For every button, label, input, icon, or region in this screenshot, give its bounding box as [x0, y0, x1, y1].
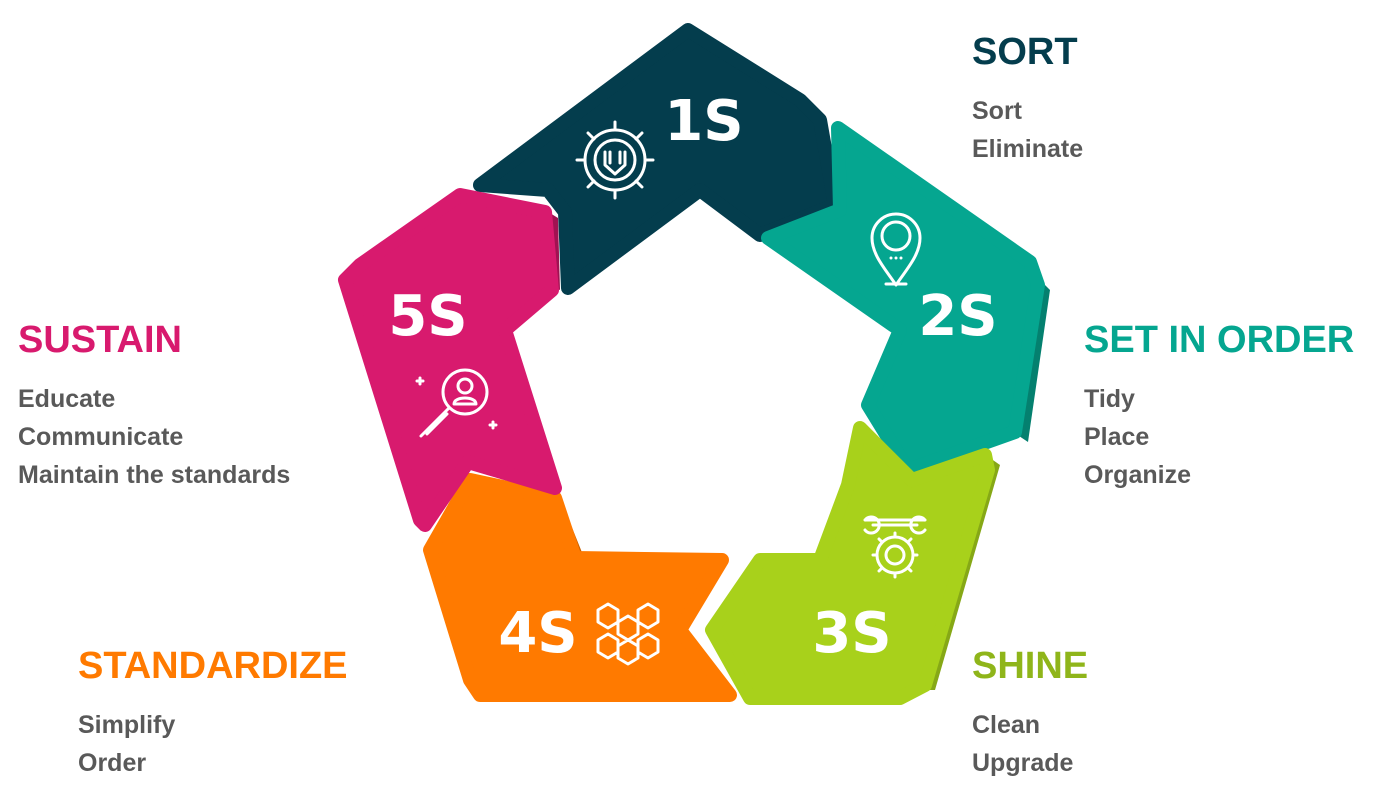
shine-title: SHINE [972, 645, 1089, 687]
set-in-order-item: Place [1084, 423, 1150, 451]
standardize-title: STANDARDIZE [78, 645, 348, 687]
sustain-title: SUSTAIN [18, 319, 182, 361]
sort-block: SORT Sort Eliminate [972, 30, 1083, 168]
segment-4s-label: 4S [498, 601, 577, 666]
standardize-block: STANDARDIZE Simplify Order [78, 644, 348, 782]
set-in-order-block: SET IN ORDER Tidy Place Organize [1084, 318, 1354, 494]
molecule-icon [596, 602, 660, 666]
standardize-item: Simplify [78, 711, 176, 739]
sort-item: Eliminate [972, 135, 1084, 163]
standardize-item: Order [78, 749, 147, 777]
set-in-order-title: SET IN ORDER [1084, 319, 1355, 361]
segment-3s: 3S [705, 421, 1000, 705]
sort-title: SORT [972, 31, 1078, 73]
sort-item: Sort [972, 97, 1022, 125]
sustain-item: Communicate [18, 423, 184, 451]
sustain-item: Maintain the standards [18, 461, 291, 489]
shine-item: Clean [972, 711, 1041, 739]
segment-1s-label: 1S [664, 89, 743, 154]
sustain-block: SUSTAIN Educate Communicate Maintain the… [18, 318, 290, 494]
shine-item: Upgrade [972, 749, 1074, 777]
segment-2s-label: 2S [918, 284, 997, 349]
segment-5s: 5S [338, 188, 562, 532]
sustain-item: Educate [18, 385, 116, 413]
gear-icon [575, 120, 655, 200]
shine-block: SHINE Clean Upgrade [972, 644, 1088, 782]
location-pin-icon [870, 212, 922, 287]
segment-4s: 4S [423, 473, 737, 702]
segment-3s-label: 3S [812, 601, 891, 666]
set-in-order-item: Organize [1084, 461, 1191, 489]
segment-2s: 2S [761, 121, 1050, 477]
wrench-gear-icon [863, 515, 927, 579]
segment-1s: 1S [473, 23, 858, 295]
magnifier-person-icon [415, 368, 498, 438]
set-in-order-item: Tidy [1084, 385, 1135, 413]
segment-5s-label: 5S [388, 284, 467, 349]
